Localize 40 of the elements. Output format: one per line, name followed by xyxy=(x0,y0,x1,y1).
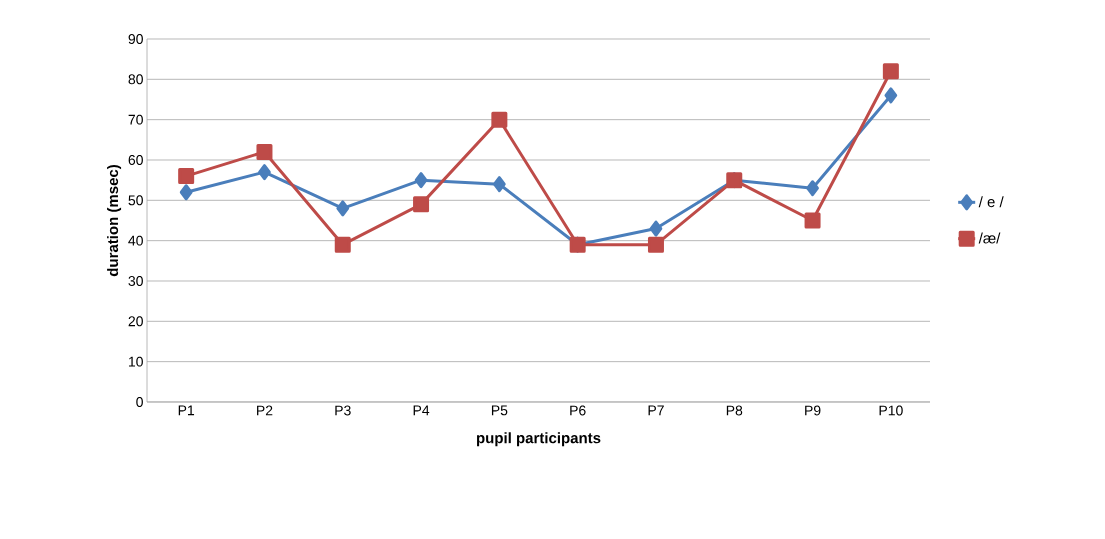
point xyxy=(647,236,664,253)
x-tick-label: P1 xyxy=(178,405,195,416)
y-tick-label: 60 xyxy=(128,155,143,165)
point xyxy=(804,212,821,229)
point xyxy=(884,87,898,104)
point xyxy=(649,220,663,237)
point xyxy=(258,164,271,181)
point xyxy=(334,236,351,253)
y-tick-label: 10 xyxy=(128,356,143,367)
x-tick-label: P9 xyxy=(805,405,821,416)
legend-label: / e / xyxy=(978,196,1004,208)
point xyxy=(336,200,350,217)
x-tick-label: P10 xyxy=(879,405,903,416)
y-axis-title: duration (msec) xyxy=(107,164,122,277)
y-tick-label: 70 xyxy=(128,114,143,125)
point xyxy=(256,143,273,160)
x-tick-label: P5 xyxy=(491,405,508,416)
legend-label: /æ/ xyxy=(978,232,1001,244)
y-tick-label: 30 xyxy=(128,276,143,286)
point xyxy=(806,180,819,197)
y-tick-label: 50 xyxy=(128,195,143,206)
x-axis-title: pupil participants xyxy=(476,432,601,447)
point xyxy=(882,63,899,80)
y-tick-label: 40 xyxy=(128,235,143,246)
y-tick-label: 80 xyxy=(128,74,143,85)
point xyxy=(413,196,430,213)
x-tick-label: P6 xyxy=(570,405,586,416)
x-tick-label: P2 xyxy=(257,405,273,416)
x-tick-label: P7 xyxy=(648,405,664,416)
point xyxy=(414,172,428,189)
point xyxy=(492,176,506,193)
x-tick-label: P8 xyxy=(726,405,743,416)
point xyxy=(178,168,195,185)
x-tick-label: P3 xyxy=(335,405,351,416)
point xyxy=(179,184,193,201)
y-tick-label: 0 xyxy=(136,397,143,407)
x-tick-label: P4 xyxy=(413,405,430,416)
y-tick-label: 20 xyxy=(128,316,143,327)
y-tick-label: 90 xyxy=(128,34,143,44)
point xyxy=(491,111,508,128)
